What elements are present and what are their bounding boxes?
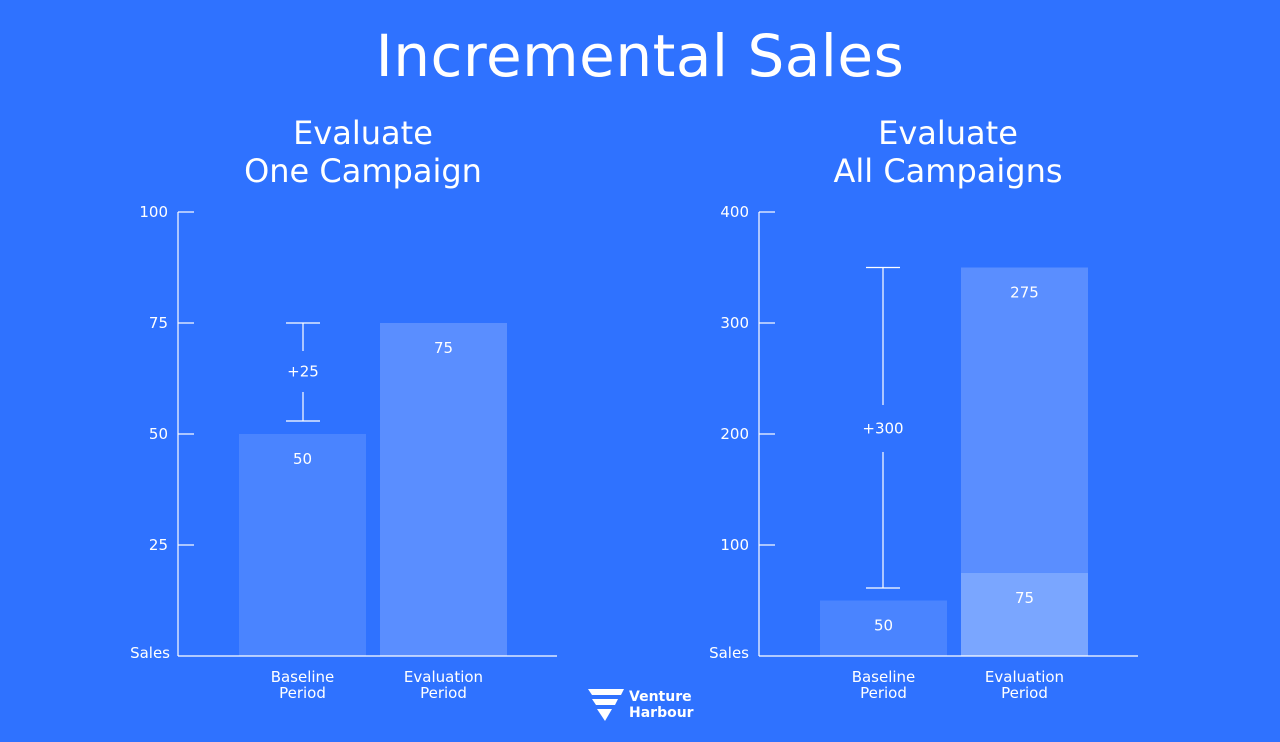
x-category-label: Period [279, 684, 326, 702]
difference-label: +25 [287, 363, 319, 381]
y-tick-label: 100 [139, 203, 168, 221]
y-tick-label: 400 [720, 203, 749, 221]
bar-segment [820, 600, 947, 656]
data-label: 50 [874, 617, 893, 635]
x-category-label: Baseline [852, 668, 916, 686]
bar-segment [961, 267, 1088, 573]
y-tick-label: 100 [720, 536, 749, 554]
difference-label: +300 [862, 420, 903, 438]
data-label: 50 [293, 450, 312, 468]
data-label: 275 [1010, 284, 1039, 302]
data-label: 75 [1015, 589, 1034, 607]
page-title: Incremental Sales [375, 22, 905, 90]
x-category-label: Evaluation [404, 668, 483, 686]
y-tick-label: 25 [149, 536, 168, 554]
y-axis-label: Sales [709, 644, 749, 662]
chart-title-all-campaigns: Evaluate All Campaigns [738, 114, 1158, 190]
bar-segment [961, 572, 1088, 656]
y-tick-label: 300 [720, 314, 749, 332]
logo-text-line1: Venture [629, 689, 692, 705]
chart-title-line: One Campaign [244, 152, 482, 190]
chart-title-line: Evaluate [878, 114, 1018, 152]
x-category-label: Baseline [271, 668, 335, 686]
bar-segment [380, 323, 507, 656]
y-axis-label: Sales [130, 644, 170, 662]
x-category-label: Period [860, 684, 907, 702]
chart-title-one-campaign: Evaluate One Campaign [153, 114, 573, 190]
chart-title-line: Evaluate [293, 114, 433, 152]
x-category-label: Period [1001, 684, 1048, 702]
venture-harbour-logo: Venture Harbour [588, 689, 694, 721]
chart-one-campaign: 5075100755025SalesBaselinePeriodEvaluati… [130, 203, 557, 702]
logo-mark-icon [588, 689, 624, 721]
x-category-label: Period [420, 684, 467, 702]
y-tick-label: 200 [720, 425, 749, 443]
y-tick-label: 50 [149, 425, 168, 443]
y-tick-label: 75 [149, 314, 168, 332]
logo-text-line2: Harbour [629, 705, 694, 721]
bar-segment [239, 434, 366, 656]
x-category-label: Evaluation [985, 668, 1064, 686]
chart-title-line: All Campaigns [833, 152, 1063, 190]
data-label: 75 [434, 339, 453, 357]
